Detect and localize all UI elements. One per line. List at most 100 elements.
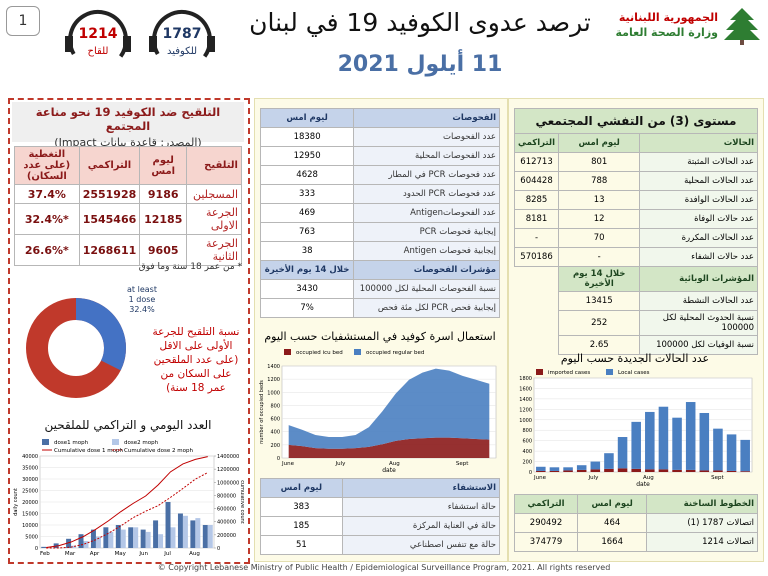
- x-tick-label: Feb: [40, 551, 50, 557]
- table-value: *26.6%: [14, 234, 80, 266]
- y-tick-label: 800: [522, 428, 532, 434]
- bar: [740, 471, 750, 472]
- table-value: 9186: [139, 184, 188, 204]
- y2-tick-label: 1200000: [217, 467, 239, 473]
- y-tick-label: 400: [522, 449, 532, 455]
- y2-tick-label: 0: [217, 546, 220, 552]
- bar: [95, 536, 101, 548]
- column-header: الاستشفاء: [341, 478, 501, 498]
- column-header: المؤشرات الوبائية: [639, 266, 758, 292]
- bar: [645, 469, 655, 472]
- table-value: 333: [259, 184, 355, 204]
- chart-title: استعمال اسرة كوفيد في المستشفيات حسب الي…: [264, 330, 496, 343]
- bar: [165, 502, 171, 548]
- y-tick-label: 1200: [519, 407, 532, 413]
- table-value: 604428: [513, 171, 560, 191]
- bar: [685, 469, 696, 472]
- bar: [658, 406, 669, 470]
- header-row: التلقيح ليوم امس التراكمي التغطية (على عدد …: [14, 146, 242, 185]
- bar: [115, 525, 121, 548]
- legend-label: Cumulative dose 2 moph: [124, 448, 193, 454]
- bar: [726, 470, 737, 472]
- bar: [604, 453, 614, 469]
- table-value: 383: [260, 497, 343, 517]
- row-label: حالة مع تنفس اصطناعي: [341, 535, 501, 555]
- row-label: إيجابية فحوصات PCR: [353, 222, 500, 242]
- legend-swatch: [354, 349, 361, 355]
- legend-label: Cumulative dose 1 moph: [54, 448, 123, 454]
- x-tick-label: Sept: [456, 461, 469, 467]
- vaccination-header: التلقيح ضد الكوفيد 19 نحو مناعة المجتمع …: [12, 102, 244, 149]
- x-tick-label: Jul: [163, 551, 171, 557]
- header-row: الفحوصات ليوم امس: [259, 108, 500, 128]
- table-value: 570186: [513, 247, 560, 267]
- column-header: التلقيح: [186, 146, 242, 185]
- report-date: 11 أيلول 2021: [337, 52, 503, 77]
- x-tick-label: May: [115, 551, 127, 557]
- x-tick-label: June: [281, 461, 295, 467]
- table-value: 12185: [139, 203, 188, 235]
- header-row: مؤشرات الفحوصات خلال 14 يوم الأخيرة: [259, 260, 500, 280]
- table-row: عدد الحالات المكررة 70-: [513, 228, 758, 248]
- bar: [576, 469, 587, 472]
- table-row: اتصالات 1214 1664 374779: [513, 532, 758, 552]
- table-value: 469: [259, 203, 355, 223]
- header-row: المؤشرات الوبائية خلال 14 يوم الأخيرة: [515, 266, 758, 292]
- column-header: خلال 14 يوم الأخيرة: [558, 266, 641, 292]
- column-header: خلال 14 يوم الأخيرة: [259, 260, 355, 280]
- bar: [604, 468, 614, 472]
- table-row: عدد حالات الشفاء -570186: [513, 247, 758, 267]
- legend-swatch: [42, 439, 49, 445]
- bar: [133, 527, 139, 548]
- data-table: الحالات ليوم امس التراكمي عدد الحالات المثب…: [513, 133, 758, 355]
- table-value: 8285: [513, 190, 560, 210]
- table-row: عدد الحالات النشطة 13415: [515, 291, 758, 311]
- vaccination-source: (المصدر: قاعدة بيانات Impact): [54, 136, 202, 149]
- legend-swatch: [606, 369, 613, 375]
- bar: [713, 428, 723, 471]
- row-label: اتصالات 1787 (1): [646, 513, 758, 533]
- table-row: عدد حالات الوفاة 12 8181: [513, 209, 758, 229]
- table-row: المسجلين 9186 2551928 37.4%: [14, 184, 242, 204]
- row-label: عدد الحالات المثبتة: [639, 152, 758, 172]
- header-row: الاستشفاء ليوم امس: [260, 478, 501, 498]
- bar: [740, 439, 750, 472]
- table-value: 374779: [513, 532, 579, 552]
- bar: [140, 529, 146, 548]
- row-label: عدد فحوصات PCR في المطار: [353, 165, 500, 185]
- table-value: 1268611: [78, 234, 141, 266]
- logo: [724, 8, 760, 45]
- hotline-number: 1214: [79, 26, 118, 42]
- table-value: 12950: [259, 146, 355, 166]
- y-axis-title: daily count: [13, 488, 19, 516]
- legend-label: Local cases: [618, 370, 650, 376]
- y-tick-label: 0: [529, 470, 532, 476]
- row-label: عدد فحوصات PCR الحدود: [353, 184, 500, 204]
- y2-tick-label: 1000000: [217, 480, 239, 486]
- y-tick-label: 40000: [22, 454, 38, 460]
- table-value: 13: [558, 190, 641, 210]
- row-label: المسجلين: [186, 184, 242, 204]
- bar: [120, 529, 126, 548]
- line: [46, 456, 208, 549]
- table-value: 763: [259, 222, 355, 242]
- table-row: نسبة الفحوصات المحلية لكل 100000 3430: [259, 279, 500, 299]
- bar: [713, 470, 723, 472]
- hotline-icons: 1214 للقاح 1787 للكوفيد: [65, 9, 215, 70]
- legend-label: dose2 moph: [124, 440, 159, 446]
- bar: [563, 470, 573, 472]
- vaccination-note: * من عمر 18 سنة وما فوق: [138, 262, 242, 272]
- bar: [549, 467, 560, 471]
- org-line: وزارة الصحة العامة: [615, 26, 719, 39]
- chart-title: عدد الحالات الجديدة حسب اليوم: [560, 352, 710, 365]
- bar: [645, 411, 655, 470]
- y-tick-label: 200: [522, 460, 532, 466]
- table-value: 252: [558, 310, 641, 336]
- organization: الجمهورية اللبنانية وزارة الصحة العامة: [600, 10, 719, 40]
- table-value: 38: [259, 241, 355, 261]
- x-tick-label: June: [533, 475, 547, 481]
- y2-tick-label: 1400000: [217, 454, 239, 460]
- legend-swatch: [112, 439, 119, 445]
- legend-label: occupied icu bed: [296, 350, 343, 356]
